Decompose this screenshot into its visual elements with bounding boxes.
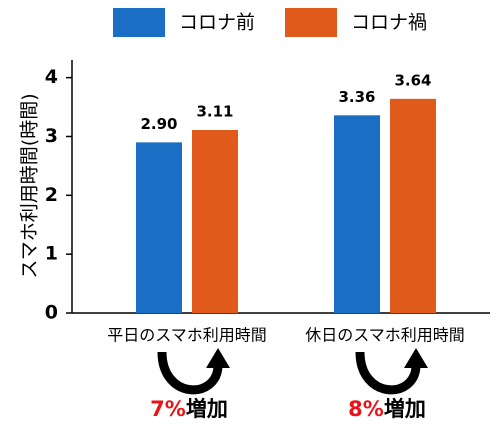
value-label: 3.64 — [394, 71, 431, 89]
y-tick-label: 0 — [45, 302, 58, 324]
annotation-text: 増加 — [186, 397, 228, 421]
legend-swatch — [285, 8, 337, 37]
legend-label: コロナ前 — [179, 12, 255, 34]
y-tick-label: 3 — [45, 125, 58, 147]
y-axis-label: スマホ利用時間(時間) — [19, 93, 41, 278]
y-tick-label: 4 — [45, 66, 58, 88]
value-label: 2.90 — [140, 115, 177, 133]
legend: コロナ前 コロナ禍 — [113, 8, 427, 37]
y-tick-label: 2 — [45, 184, 58, 206]
annotation-text: 増加 — [384, 397, 426, 421]
bar — [390, 98, 436, 314]
annotation-highlight: 8% — [348, 397, 384, 421]
bar — [334, 115, 380, 313]
value-label: 3.11 — [196, 103, 233, 121]
legend-swatch — [113, 8, 165, 37]
arrow — [157, 348, 230, 395]
value-label: 3.36 — [338, 88, 375, 106]
annotation: 7%増加 — [150, 397, 228, 421]
x-tick-label: 休日のスマホ利用時間 — [305, 326, 465, 345]
annotation-highlight: 7% — [150, 397, 186, 421]
legend-label: コロナ禍 — [351, 12, 427, 34]
arrow — [355, 348, 428, 395]
y-tick-label: 1 — [45, 243, 58, 265]
bar — [136, 142, 182, 313]
annotation: 8%増加 — [348, 397, 426, 421]
bar — [192, 130, 238, 313]
x-tick-label: 平日のスマホ利用時間 — [107, 326, 267, 345]
